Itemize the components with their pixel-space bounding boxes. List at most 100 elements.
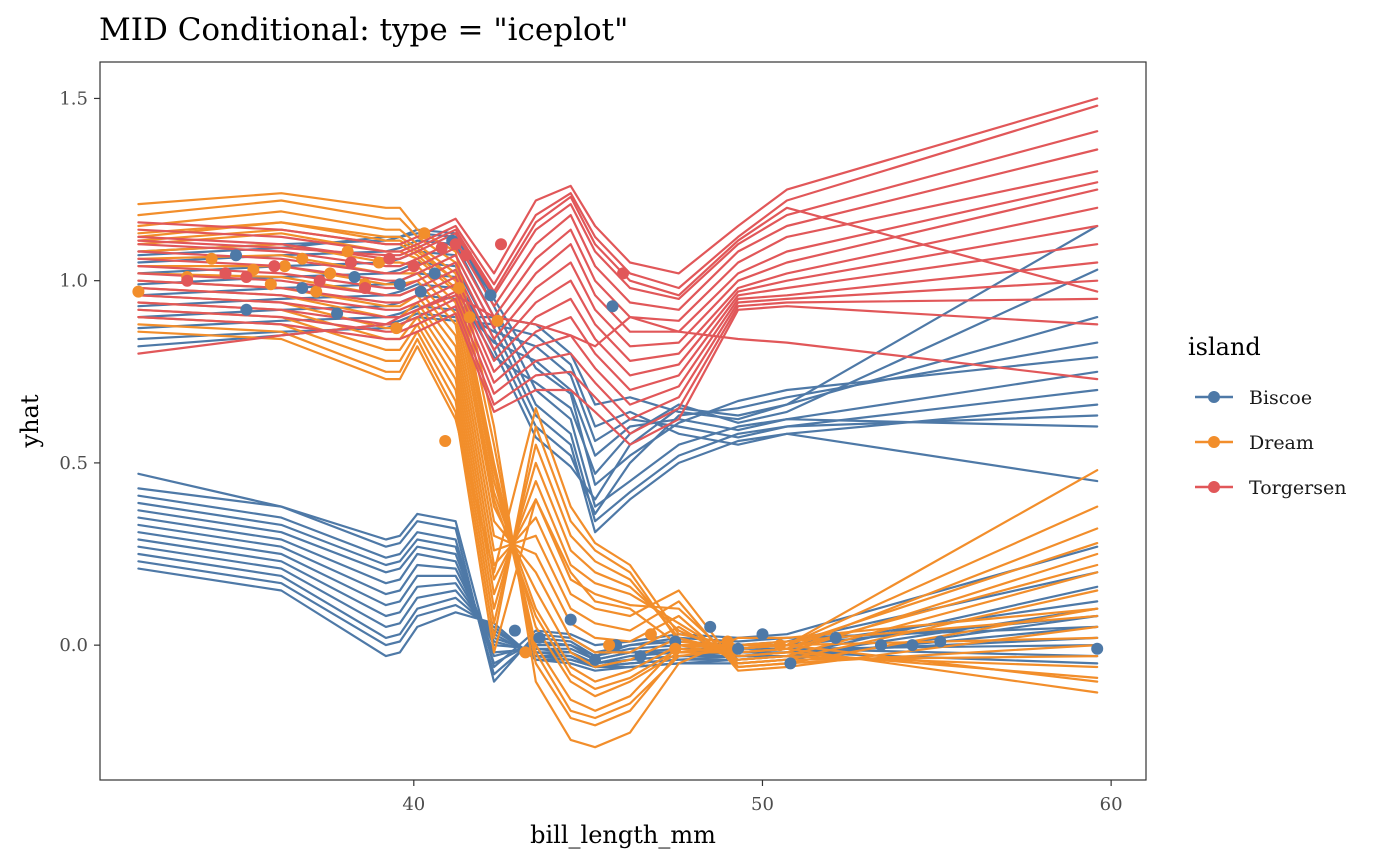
y-tick-label: 0.0 (59, 635, 88, 656)
ice-curve-dream-14 (137, 316, 1099, 650)
observation-point-torgersen-13 (617, 267, 629, 280)
legend: island Biscoe Dream Torgersen (1188, 333, 1346, 499)
observation-point-biscoe-2 (296, 282, 309, 294)
legend-label: Dream (1249, 432, 1314, 454)
observation-point-torgersen-0 (181, 274, 194, 287)
observation-point-torgersen-8 (407, 260, 420, 273)
legend-key-point (1208, 481, 1220, 493)
observation-point-dream-12 (390, 322, 403, 335)
observation-point-dream-17 (491, 314, 504, 327)
observation-point-biscoe-22 (829, 631, 842, 644)
observation-point-dream-21 (669, 642, 682, 655)
observation-point-dream-0 (132, 285, 145, 298)
ice-curve-dream-15 (137, 323, 1099, 654)
x-tick-label: 50 (751, 794, 774, 815)
observation-point-biscoe-23 (875, 639, 887, 652)
ice-curve-torgersen-7 (137, 206, 1099, 362)
observation-point-dream-16 (463, 311, 476, 324)
series-torgersen-points (181, 238, 629, 294)
observation-point-biscoe-6 (414, 285, 427, 298)
observation-point-dream-2 (205, 252, 218, 265)
y-axis-title: yhat (16, 394, 44, 448)
observation-point-torgersen-11 (460, 249, 473, 262)
y-tick-label: 1.5 (59, 88, 88, 109)
x-tick-label: 60 (1100, 794, 1123, 815)
legend-label: Biscoe (1249, 387, 1312, 409)
observation-point-biscoe-14 (589, 653, 602, 666)
curves-layer (137, 97, 1099, 749)
ice-curve-torgersen-9 (137, 243, 1099, 392)
observation-point-dream-5 (278, 260, 291, 273)
observation-point-torgersen-12 (495, 238, 507, 251)
observation-point-torgersen-9 (435, 241, 448, 254)
observation-point-torgersen-10 (449, 238, 462, 251)
observation-point-dream-13 (418, 227, 431, 240)
observation-point-biscoe-5 (393, 278, 406, 291)
observation-point-biscoe-21 (784, 657, 797, 670)
ice-curve-torgersen-13 (137, 305, 1099, 446)
observation-point-torgersen-1 (219, 267, 232, 280)
legend-key-point (1208, 391, 1220, 403)
observation-point-biscoe-11 (508, 624, 521, 637)
observation-point-dream-11 (372, 256, 385, 269)
ice-curve-torgersen-3 (137, 148, 1099, 311)
observation-point-biscoe-7 (428, 267, 441, 280)
observation-point-biscoe-25 (934, 635, 947, 648)
observation-point-biscoe-10 (606, 300, 619, 313)
observation-point-dream-8 (324, 267, 337, 280)
ice-curve-torgersen-1 (137, 104, 1099, 290)
x-axis-title: bill_length_mm (530, 821, 716, 849)
observation-point-biscoe-1 (240, 303, 253, 316)
ice-curve-torgersen-11 (137, 279, 1099, 421)
points-layer (132, 227, 1104, 670)
observation-point-biscoe-16 (634, 650, 647, 663)
ice-curve-torgersen-0 (137, 97, 1099, 275)
observation-point-dream-19 (603, 639, 616, 652)
observation-point-torgersen-2 (240, 271, 253, 283)
legend-key-point (1208, 436, 1220, 448)
x-axis: 40 50 60 (402, 780, 1123, 815)
observation-point-biscoe-4 (348, 271, 361, 283)
observation-point-torgersen-6 (359, 282, 371, 294)
observation-point-biscoe-0 (230, 249, 242, 262)
ice-curve-biscoe-9 (137, 552, 1099, 669)
ice-curve-dream-18 (137, 330, 1099, 683)
observation-point-dream-15 (453, 282, 466, 294)
observation-point-biscoe-19 (732, 642, 745, 655)
observation-point-biscoe-3 (331, 307, 344, 320)
ice-curve-torgersen-6 (137, 188, 1099, 348)
observation-point-biscoe-9 (484, 289, 497, 302)
ice-curve-torgersen-5 (137, 181, 1099, 333)
ice-curve-torgersen-14 (137, 294, 1099, 381)
legend-title: island (1188, 333, 1261, 361)
observation-point-dream-6 (296, 252, 309, 265)
ice-curve-torgersen-8 (137, 224, 1099, 377)
legend-item-torgersen: Torgersen (1195, 477, 1346, 499)
legend-items: Biscoe Dream Torgersen (1195, 387, 1346, 499)
ice-curve-biscoe-12 (137, 472, 1099, 669)
observation-point-biscoe-18 (704, 620, 717, 633)
observation-point-dream-18 (519, 646, 532, 659)
observation-point-dream-23 (773, 639, 786, 652)
y-axis: 0.0 0.5 1.0 1.5 (59, 88, 100, 656)
observation-point-biscoe-24 (906, 639, 919, 652)
observation-point-torgersen-7 (383, 252, 396, 265)
observation-point-biscoe-20 (756, 628, 769, 641)
observation-point-torgersen-5 (345, 256, 357, 269)
ice-curve-dream-13 (137, 308, 1099, 694)
observation-point-biscoe-13 (564, 613, 577, 626)
observation-point-torgersen-3 (268, 260, 281, 273)
ice-curve-torgersen-4 (137, 170, 1099, 322)
legend-item-dream: Dream (1195, 432, 1314, 454)
legend-label: Torgersen (1249, 477, 1346, 499)
observation-point-torgersen-4 (313, 274, 326, 287)
y-tick-label: 1.0 (59, 271, 88, 292)
ice-curve-torgersen-10 (137, 261, 1099, 406)
chart-title: MID Conditional: type = "iceplot" (99, 12, 628, 48)
observation-point-dream-4 (264, 278, 277, 291)
observation-point-dream-9 (341, 245, 354, 258)
observation-point-dream-22 (721, 635, 734, 648)
ice-curve-dream-7 (137, 265, 1099, 669)
x-tick-label: 40 (402, 794, 425, 815)
